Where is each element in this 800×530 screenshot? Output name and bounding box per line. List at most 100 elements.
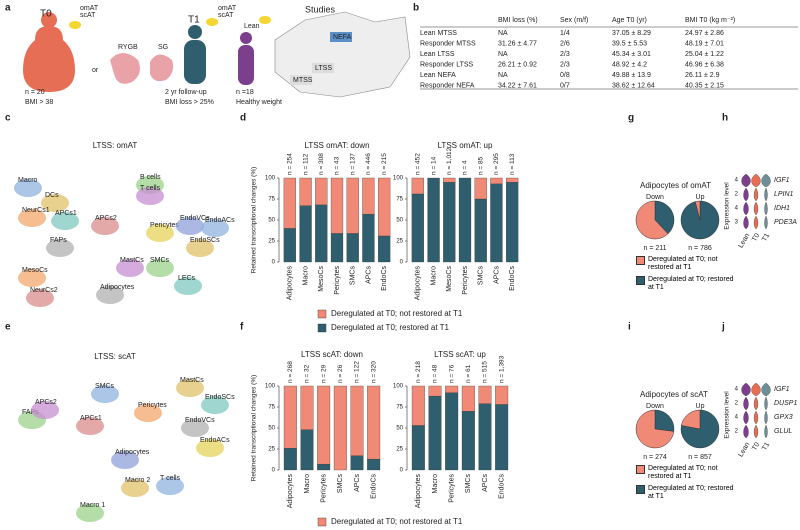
x-tick-label: APCs	[354, 474, 361, 492]
gene-label: IDH1	[774, 205, 790, 212]
table-cell: NA	[498, 51, 508, 58]
n-label: n = 43	[334, 156, 341, 175]
chart-title: LTSS omAT: up	[438, 141, 493, 150]
bar-segment	[506, 182, 519, 263]
table-cell: 34.22 ± 7.61	[498, 82, 537, 89]
bar-segment	[490, 183, 503, 263]
x-tick-label: EndoCs	[381, 266, 388, 291]
table-cell: Responder LTSS	[420, 61, 474, 68]
violin	[764, 215, 768, 230]
n-label: n = 76	[448, 364, 455, 383]
cluster	[146, 224, 174, 242]
bar-segment	[350, 385, 364, 456]
violin	[743, 424, 749, 439]
panel-label: g	[628, 113, 634, 124]
y-tick-label: 75	[396, 405, 403, 411]
cluster-label: T cells	[140, 185, 161, 192]
cluster	[14, 179, 42, 197]
table-cell: 2/3	[560, 61, 570, 68]
diagram-text: LTSS	[315, 65, 332, 72]
table-cell: 46.96 ± 6.38	[685, 61, 724, 68]
n-label: n = 295	[493, 153, 500, 175]
y-tick-label: 25	[268, 239, 275, 245]
bar-segment	[330, 177, 344, 234]
cluster-label: APCs2	[95, 215, 117, 222]
stomach	[110, 53, 140, 84]
x-tick-label: MesoCs	[446, 266, 453, 292]
legend-swatch	[636, 465, 645, 474]
bar-segment	[445, 385, 459, 393]
x-tick-label: T0	[751, 232, 761, 243]
y-tick-label: 0	[400, 260, 404, 266]
bar-segment	[443, 177, 456, 183]
table-cell: 45.34 ± 3.01	[612, 51, 651, 58]
cluster-label: APCs1	[80, 415, 102, 422]
n-label: n = 254	[287, 153, 294, 175]
table-cell: 26.21 ± 0.92	[498, 61, 537, 68]
cluster	[174, 277, 202, 295]
cluster	[41, 194, 69, 212]
table-header: BMI T0 (kg m⁻²)	[685, 17, 735, 24]
cluster	[201, 396, 229, 414]
n-label: n = 218	[415, 361, 422, 383]
violin	[764, 201, 768, 216]
panel-label: i	[628, 322, 631, 333]
x-tick-label: SMCs	[337, 474, 344, 494]
pie-slice	[654, 409, 675, 432]
chart-title: Adipocytes of scAT	[640, 390, 708, 399]
bar-segment	[411, 177, 424, 195]
y-tick-label: 50	[396, 426, 403, 432]
bar-segment	[346, 177, 359, 234]
x-tick-label: Pericytes	[462, 266, 469, 295]
n-label: n = 113	[509, 153, 516, 175]
n-label: n = 26	[337, 364, 344, 383]
panel-label: c	[5, 113, 11, 124]
x-tick-label: Pericytes	[334, 266, 341, 295]
table-cell: 39.5 ± 5.53	[612, 40, 647, 47]
cluster	[26, 289, 54, 307]
bar-segment	[411, 193, 424, 263]
ltss-box	[312, 63, 334, 73]
cluster-label: EndoSCs	[190, 237, 220, 244]
bar-segment	[443, 182, 456, 263]
y-axis-label: Expression level	[724, 182, 731, 230]
y-tick-label: 25	[396, 447, 403, 453]
legend-label: Deregulated at T0; restored at T1	[648, 485, 734, 500]
x-tick-label: EndoCs	[509, 266, 516, 291]
y-tick-label: 50	[268, 426, 275, 432]
cluster-label: MastCs	[120, 257, 144, 264]
cluster-label: Macro	[18, 177, 38, 184]
cluster	[76, 504, 104, 522]
diagram-text: scAT	[218, 12, 234, 19]
diagram-text: 2 yr follow-up	[165, 89, 207, 96]
panel-label: h	[722, 113, 728, 124]
diagram-text: BMI loss > 25%	[165, 99, 214, 106]
chart-title: LTSS scAT: down	[301, 350, 363, 359]
umap-title: LTSS: omAT	[93, 141, 138, 150]
n-label: n = 1,393	[498, 355, 505, 383]
row-tick-label: 4	[735, 178, 739, 184]
y-tick-label: 25	[396, 239, 403, 245]
bar-segment	[346, 233, 359, 263]
n-label: n = 274	[643, 454, 667, 461]
pie-slice	[635, 409, 675, 449]
table-cell: NA	[498, 72, 508, 79]
violin	[751, 382, 761, 397]
bar-segment	[283, 177, 296, 229]
table-header: Age T0 (yr)	[612, 17, 647, 24]
y-tick-label: 75	[268, 197, 275, 203]
fat	[69, 21, 81, 29]
cluster	[146, 259, 174, 277]
x-tick-label: EndoCs	[499, 474, 506, 499]
y-axis-label: Expression level	[724, 391, 731, 439]
bar-segment	[378, 177, 391, 237]
legend-label: Deregulated at T0; restored at T1	[331, 323, 450, 332]
y-tick-label: 0	[272, 468, 276, 474]
diagram-text: n =18	[236, 89, 254, 96]
cluster	[196, 439, 224, 457]
bar-segment	[299, 205, 312, 263]
n-label: n = 268	[287, 361, 294, 383]
row-tick-label: 4	[735, 206, 739, 212]
y-tick-label: 0	[272, 260, 276, 266]
violin	[753, 396, 759, 411]
